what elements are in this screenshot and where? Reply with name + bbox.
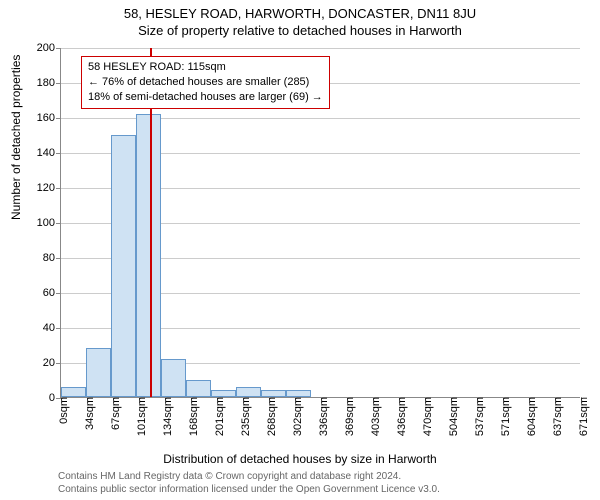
x-tick-label: 235sqm [234,397,252,436]
x-axis-label: Distribution of detached houses by size … [0,452,600,466]
annotation-line: 18% of semi-detached houses are larger (… [88,90,323,105]
title-block: 58, HESLEY ROAD, HARWORTH, DONCASTER, DN… [0,0,600,38]
x-tick-label: 134sqm [156,397,174,436]
x-tick-label: 336sqm [312,397,330,436]
histogram-bar [61,387,86,398]
annotation-line: 58 HESLEY ROAD: 115sqm [88,60,323,75]
annotation-box: 58 HESLEY ROAD: 115sqm← 76% of detached … [81,56,330,109]
x-tick-label: 436sqm [390,397,408,436]
histogram-bar [211,390,236,397]
x-tick-label: 537sqm [468,397,486,436]
y-tick-label: 100 [37,217,61,229]
footer-line-2: Contains public sector information licen… [58,483,440,496]
y-tick-label: 120 [37,182,61,194]
histogram-bar [136,114,161,398]
y-tick-label: 140 [37,147,61,159]
annotation-line: ← 76% of detached houses are smaller (28… [88,75,323,90]
chart-area: 0204060801001201401601802000sqm34sqm67sq… [60,48,580,398]
footer-line-1: Contains HM Land Registry data © Crown c… [58,470,440,483]
y-tick-label: 20 [43,357,61,369]
x-tick-label: 504sqm [442,397,460,436]
x-tick-label: 637sqm [546,397,564,436]
histogram-bar [286,390,311,397]
sub-title: Size of property relative to detached ho… [0,23,600,38]
x-tick-label: 470sqm [416,397,434,436]
y-axis-label: Number of detached properties [9,55,23,220]
x-tick-label: 671sqm [572,397,590,436]
histogram-bar [186,380,211,398]
y-tick-label: 60 [43,287,61,299]
x-tick-label: 369sqm [338,397,356,436]
footer: Contains HM Land Registry data © Crown c… [58,470,440,496]
x-tick-label: 168sqm [182,397,200,436]
y-tick-label: 160 [37,112,61,124]
histogram-bar [161,359,186,398]
y-tick-label: 40 [43,322,61,334]
x-tick-label: 0sqm [52,397,70,424]
x-tick-label: 571sqm [494,397,512,436]
x-tick-label: 403sqm [364,397,382,436]
histogram-bar [111,135,136,398]
x-tick-label: 302sqm [286,397,304,436]
histogram-bar [236,387,261,398]
x-tick-label: 34sqm [78,397,96,430]
x-tick-label: 201sqm [208,397,226,436]
x-tick-label: 268sqm [260,397,278,436]
y-tick-label: 80 [43,252,61,264]
x-tick-label: 604sqm [520,397,538,436]
plot-region: 0204060801001201401601802000sqm34sqm67sq… [60,48,580,398]
gridline [61,48,580,49]
x-tick-label: 67sqm [104,397,122,430]
main-title: 58, HESLEY ROAD, HARWORTH, DONCASTER, DN… [0,6,600,21]
histogram-bar [86,348,111,397]
y-tick-label: 200 [37,42,61,54]
histogram-bar [261,390,286,397]
y-tick-label: 180 [37,77,61,89]
x-tick-label: 101sqm [130,397,148,436]
